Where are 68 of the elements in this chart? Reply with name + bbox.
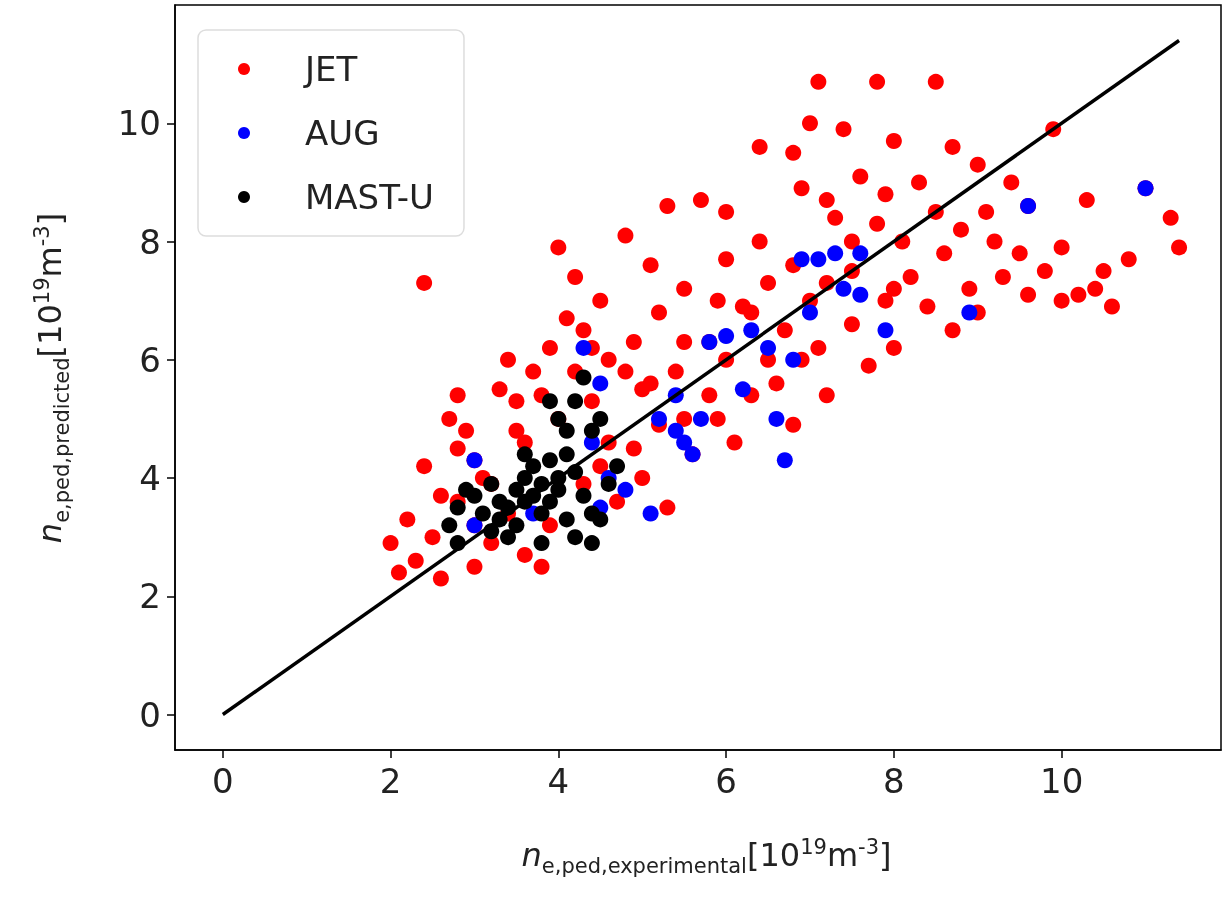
x-tick-label: 0 xyxy=(211,761,234,801)
legend-label: JET xyxy=(303,49,358,89)
point xyxy=(651,410,667,427)
y-tick-label: 2 xyxy=(139,576,161,617)
point xyxy=(609,458,626,475)
point xyxy=(458,481,475,498)
point xyxy=(558,446,575,463)
point xyxy=(743,322,760,339)
point xyxy=(533,505,550,522)
point xyxy=(500,529,517,546)
x-axis-title: n$_{e,ped,experimental}$[10$^{19}$m$^{-3}$] xyxy=(520,835,893,879)
point xyxy=(776,452,793,469)
point xyxy=(516,470,533,487)
point xyxy=(533,535,550,552)
point xyxy=(785,351,802,368)
point xyxy=(676,434,693,451)
point xyxy=(575,487,592,504)
point xyxy=(827,245,844,262)
point xyxy=(567,393,584,410)
point xyxy=(558,511,575,528)
point xyxy=(961,304,978,321)
x-tick-label: 8 xyxy=(883,761,905,801)
x-tick-label: 2 xyxy=(379,761,402,801)
y-tick-label: 8 xyxy=(139,221,161,262)
point xyxy=(852,286,869,303)
y-tick-label: 6 xyxy=(139,339,161,380)
point xyxy=(667,422,684,439)
point xyxy=(508,517,525,534)
point xyxy=(760,339,777,356)
point xyxy=(441,517,458,534)
point xyxy=(541,493,558,510)
x-tick-label: 6 xyxy=(715,761,737,801)
point xyxy=(852,245,869,262)
y-tick-label: 0 xyxy=(139,694,161,735)
y-tick-label: 4 xyxy=(139,458,161,499)
x-tick-label: 10 xyxy=(1039,761,1084,801)
point xyxy=(525,458,542,475)
point xyxy=(592,375,609,392)
point xyxy=(575,339,592,356)
point xyxy=(508,481,525,498)
y-tick-label: 10 xyxy=(117,103,161,144)
point xyxy=(810,251,827,268)
point xyxy=(541,393,558,410)
point xyxy=(768,410,785,427)
point xyxy=(835,280,852,297)
point xyxy=(474,505,491,522)
point xyxy=(575,369,592,386)
point xyxy=(718,328,735,345)
point xyxy=(642,505,659,522)
point xyxy=(516,446,533,463)
point xyxy=(449,499,466,516)
point xyxy=(600,475,617,492)
point xyxy=(692,410,709,427)
point xyxy=(558,422,575,439)
point xyxy=(592,511,609,528)
point xyxy=(877,322,894,339)
point xyxy=(592,410,609,427)
point xyxy=(567,529,584,546)
point xyxy=(793,251,810,268)
x-tick-label: 4 xyxy=(547,761,570,801)
point xyxy=(583,422,600,439)
legend-label: MAST-U xyxy=(305,177,434,217)
point xyxy=(734,381,751,398)
legend-label: AUG xyxy=(305,113,380,153)
point xyxy=(541,452,558,469)
point xyxy=(583,535,600,552)
point xyxy=(802,304,818,321)
point xyxy=(617,481,634,498)
